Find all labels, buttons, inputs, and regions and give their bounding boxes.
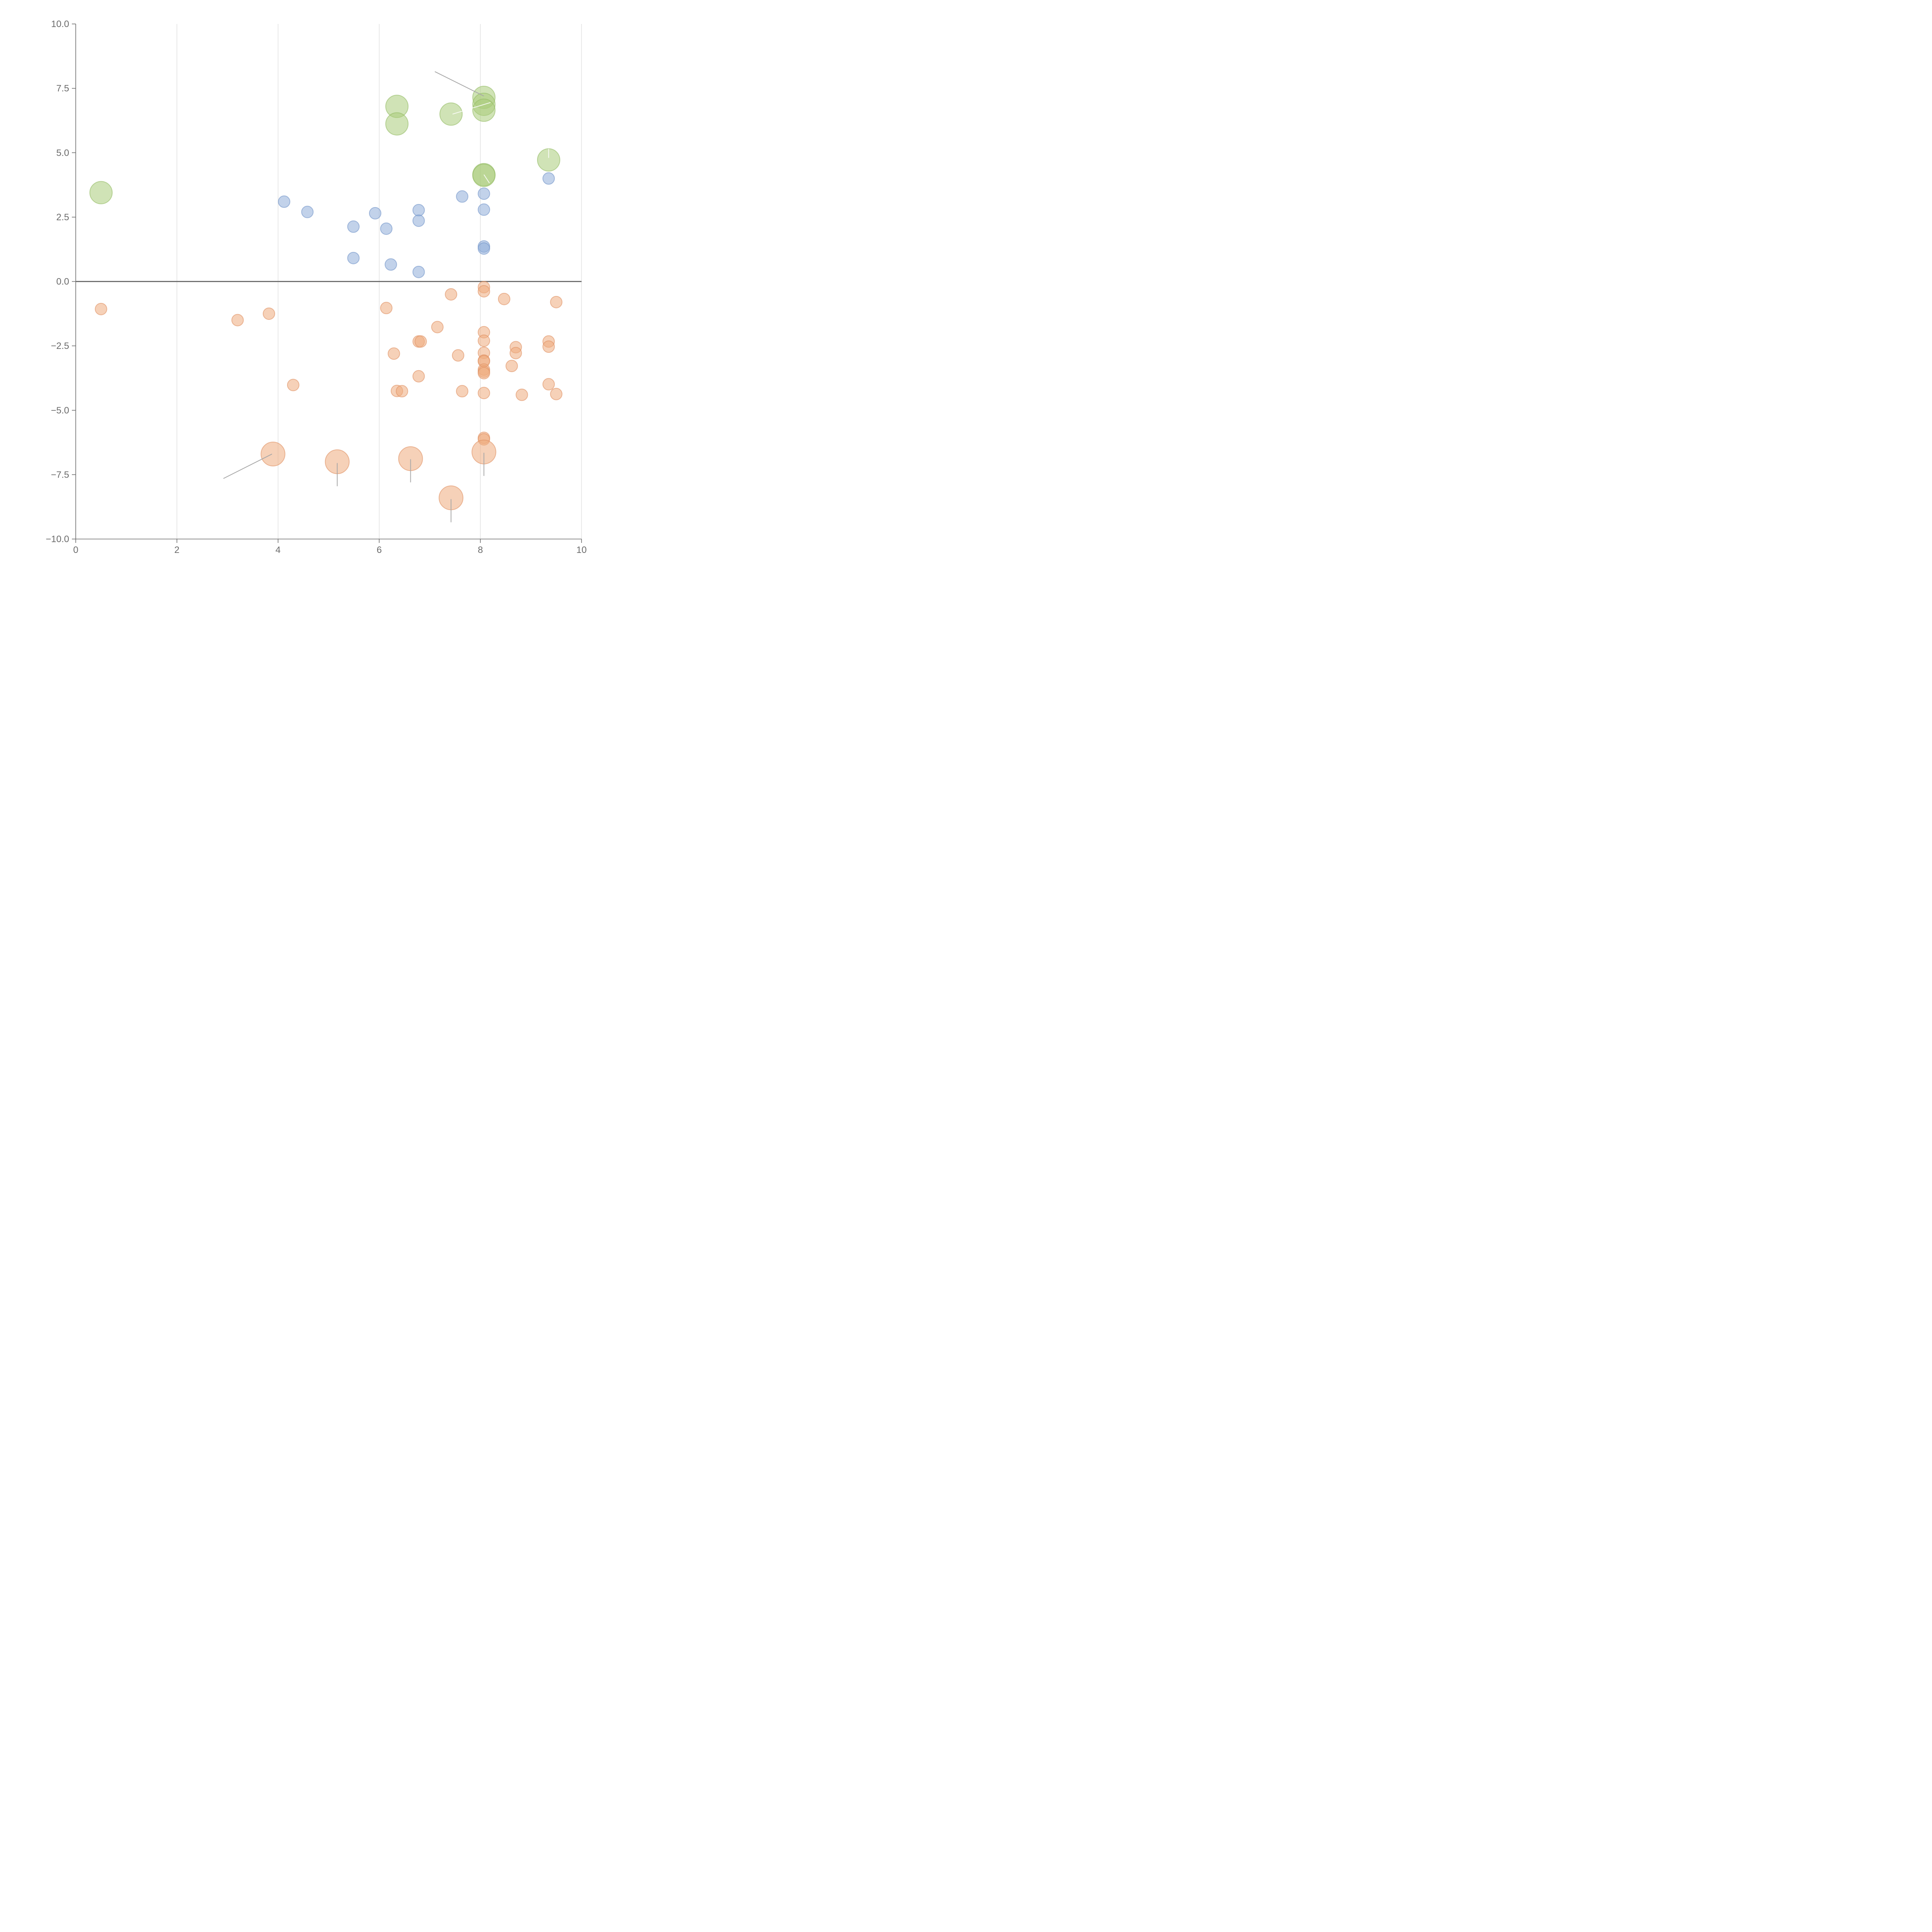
data-points bbox=[89, 85, 563, 510]
annotation-leader-line bbox=[223, 454, 272, 479]
y-tick-label: 10.0 bbox=[51, 19, 69, 29]
orange-point bbox=[452, 349, 464, 362]
orange-point bbox=[498, 293, 510, 305]
blue-point bbox=[369, 207, 381, 219]
y-tick-label: 0.0 bbox=[56, 277, 69, 287]
orange-point bbox=[260, 442, 286, 467]
y-tick-label: 2.5 bbox=[56, 212, 69, 223]
orange-point bbox=[478, 367, 490, 379]
scatter-chart: −10.0 −7.5 −5.0 −2.5 0.0 2.5 5.0 7.5 10.0 0 2 4 6 8 10 bbox=[46, 19, 587, 555]
orange-point bbox=[95, 303, 107, 315]
annotation-leader-line bbox=[434, 71, 484, 97]
orange-point bbox=[515, 388, 528, 401]
orange-point bbox=[542, 378, 555, 391]
blue-point bbox=[278, 195, 291, 208]
orange-point bbox=[380, 302, 393, 315]
axes bbox=[72, 24, 582, 543]
orange-point bbox=[478, 334, 490, 347]
green-point bbox=[472, 99, 496, 122]
y-tick-label: −2.5 bbox=[51, 341, 69, 351]
x-tick-label: 6 bbox=[377, 545, 382, 555]
annotation-leader-line bbox=[483, 174, 490, 184]
blue-point bbox=[478, 203, 490, 216]
orange-point bbox=[456, 385, 469, 398]
blue-point bbox=[380, 222, 393, 235]
green-point bbox=[89, 181, 113, 204]
orange-point bbox=[478, 387, 490, 400]
annotation-leader-line bbox=[452, 102, 491, 115]
blue-point bbox=[412, 265, 425, 278]
x-tick-label: 4 bbox=[276, 545, 281, 555]
orange-point bbox=[550, 296, 563, 308]
orange-point bbox=[509, 347, 522, 359]
blue-point bbox=[456, 190, 469, 203]
green-point bbox=[385, 112, 409, 136]
green-point bbox=[537, 148, 560, 172]
annotation-leaders bbox=[223, 71, 549, 522]
orange-point bbox=[263, 307, 276, 320]
y-tick-label: 5.0 bbox=[56, 148, 69, 158]
blue-point bbox=[384, 258, 397, 271]
chart-container: −10.0 −7.5 −5.0 −2.5 0.0 2.5 5.0 7.5 10.0 0 2 4 6 8 10 bbox=[0, 0, 600, 600]
orange-point bbox=[287, 379, 299, 391]
y-tick-label: −10.0 bbox=[46, 534, 69, 544]
orange-point bbox=[542, 340, 555, 353]
green-point bbox=[472, 163, 496, 187]
y-tick-label: −7.5 bbox=[51, 469, 69, 480]
orange-point bbox=[431, 321, 444, 333]
orange-point bbox=[388, 347, 400, 360]
x-tick-label: 8 bbox=[478, 545, 483, 555]
orange-point bbox=[505, 360, 518, 372]
orange-point bbox=[550, 388, 563, 400]
blue-point bbox=[478, 242, 490, 255]
orange-point bbox=[231, 314, 244, 327]
orange-point bbox=[445, 288, 457, 301]
orange-point bbox=[478, 285, 490, 298]
blue-point bbox=[412, 214, 425, 227]
x-tick-label: 10 bbox=[577, 545, 587, 555]
x-tick-label: 2 bbox=[174, 545, 179, 555]
blue-point bbox=[301, 206, 314, 218]
orange-point bbox=[414, 335, 427, 348]
blue-point bbox=[347, 220, 360, 233]
x-tick-label: 0 bbox=[73, 545, 78, 555]
blue-point bbox=[542, 172, 555, 185]
y-tick-label: 7.5 bbox=[56, 83, 69, 94]
blue-point bbox=[412, 204, 425, 216]
blue-point bbox=[347, 252, 360, 264]
orange-point bbox=[412, 370, 425, 383]
green-point bbox=[439, 102, 463, 126]
orange-point bbox=[396, 385, 408, 398]
blue-point bbox=[478, 187, 490, 200]
y-tick-label: −5.0 bbox=[51, 405, 69, 416]
tick-labels: −10.0 −7.5 −5.0 −2.5 0.0 2.5 5.0 7.5 10.0 0 2 4 6 8 10 bbox=[46, 19, 587, 555]
